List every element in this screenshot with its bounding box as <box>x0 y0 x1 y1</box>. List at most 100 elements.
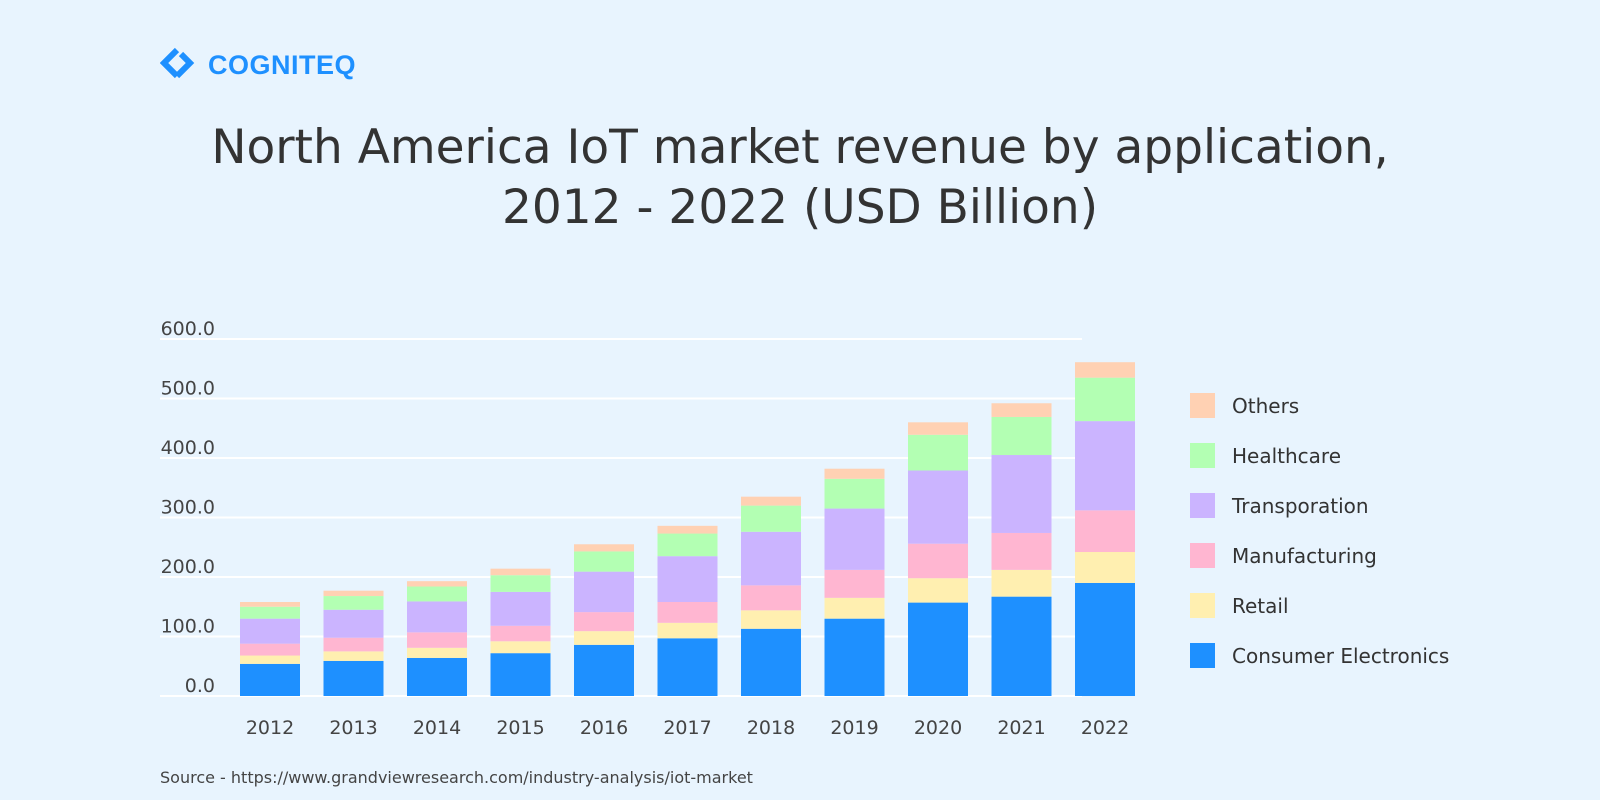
bar-segment <box>824 508 885 570</box>
legend-label: Consumer Electronics <box>1232 644 1449 668</box>
bar-segment <box>407 632 467 648</box>
x-tick-label: 2017 <box>663 717 711 739</box>
bar-segment <box>240 606 300 619</box>
bar-segment <box>240 643 300 656</box>
bar-stack-2013 <box>323 590 384 696</box>
bar-segment <box>741 610 801 629</box>
bar-segment <box>908 578 968 603</box>
legend-swatch <box>1190 493 1215 518</box>
bar-segment <box>1075 377 1135 422</box>
bar-segment <box>407 647 467 658</box>
bar-segment <box>407 657 467 696</box>
bar-segment <box>240 601 300 607</box>
bar-stack-2022 <box>1075 362 1135 696</box>
legend-label: Manufacturing <box>1232 544 1377 568</box>
bar-stacks <box>240 362 1135 696</box>
bar-segment <box>908 434 968 471</box>
bar-segment <box>240 655 300 664</box>
bar-segment <box>323 590 384 597</box>
bar-segment <box>323 596 384 610</box>
legend: Others Healthcare Transporation Manufacturi… <box>1190 393 1449 668</box>
legend-item: Manufacturing <box>1190 543 1377 568</box>
x-tick-label: 2013 <box>329 717 377 739</box>
bar-stack-2017 <box>657 525 718 696</box>
bar-segment <box>741 505 801 532</box>
bar-stack-2015 <box>490 568 551 696</box>
x-tick-label: 2020 <box>914 717 962 739</box>
bar-segment <box>991 569 1052 597</box>
brand-logo: COGNITEQ <box>160 46 356 84</box>
x-tick-label: 2016 <box>580 717 628 739</box>
bar-segment <box>824 597 885 619</box>
bar-segment <box>908 543 968 579</box>
bar-segment <box>574 571 634 613</box>
bar-segment <box>657 525 718 534</box>
bar-segment <box>407 581 467 587</box>
bar-segment <box>574 631 634 645</box>
bar-segment <box>407 601 467 633</box>
legend-swatch <box>1190 593 1215 618</box>
chart-title-line-1: North America IoT market revenue by appl… <box>211 120 1389 175</box>
bar-segment <box>824 468 885 479</box>
bar-segment <box>1075 362 1135 378</box>
bar-segment <box>574 612 634 632</box>
bar-segment <box>908 602 968 696</box>
x-tick-label: 2014 <box>413 717 461 739</box>
legend-swatch <box>1190 393 1215 418</box>
bar-segment <box>991 416 1052 456</box>
bar-segment <box>991 455 1052 533</box>
y-tick-label: 0.0 <box>185 675 215 697</box>
bar-segment <box>741 531 801 586</box>
legend-label: Retail <box>1232 594 1289 618</box>
x-axis: 2012 2013 2014 2015 2016 2017 2018 2019 2020 2021… <box>246 717 1129 739</box>
bar-segment <box>574 644 634 696</box>
y-tick-label: 500.0 <box>161 378 215 400</box>
x-tick-label: 2018 <box>747 717 795 739</box>
legend-item: Healthcare <box>1190 443 1341 468</box>
bar-stack-2021 <box>991 403 1052 696</box>
bar-segment <box>1075 510 1135 553</box>
brand-name: COGNITEQ <box>208 49 357 80</box>
y-tick-label: 400.0 <box>161 437 215 459</box>
bar-segment <box>490 625 551 642</box>
bar-segment <box>490 641 551 654</box>
bar-segment <box>323 637 384 652</box>
y-tick-label: 600.0 <box>161 318 215 340</box>
bar-segment <box>908 422 968 435</box>
bar-segment <box>657 556 718 602</box>
chart-title: North America IoT market revenue by appl… <box>0 118 1600 238</box>
bar-segment <box>824 618 885 696</box>
source-note: Source - https://www.grandviewresearch.c… <box>160 768 753 787</box>
bar-segment <box>490 653 551 696</box>
bar-segment <box>407 586 467 602</box>
bar-segment <box>240 663 300 696</box>
bar-segment <box>323 660 384 696</box>
bar-segment <box>824 478 885 509</box>
bar-stack-2020 <box>908 422 968 696</box>
bar-stack-2019 <box>824 468 885 696</box>
x-tick-label: 2015 <box>496 717 544 739</box>
bar-segment <box>991 596 1052 696</box>
bar-segment <box>490 575 551 592</box>
bar-stack-2018 <box>741 496 801 696</box>
legend-item: Transporation <box>1190 493 1369 518</box>
y-axis: 0.0 100.0 200.0 300.0 400.0 500.0 600.0 <box>161 318 215 697</box>
bar-segment <box>741 585 801 611</box>
legend-swatch <box>1190 443 1215 468</box>
legend-item: Others <box>1190 393 1299 418</box>
bar-segment <box>323 651 384 661</box>
bar-segment <box>1075 552 1135 583</box>
bar-segment <box>657 622 718 639</box>
y-tick-label: 300.0 <box>161 497 215 519</box>
bar-segment <box>991 403 1052 417</box>
bar-segment <box>490 568 551 576</box>
legend-label: Others <box>1232 394 1299 418</box>
bar-segment <box>574 551 634 572</box>
legend-label: Transporation <box>1231 494 1369 518</box>
chart-title-line-2: 2012 - 2022 (USD Billion) <box>501 180 1099 235</box>
bar-segment <box>490 591 551 626</box>
legend-item: Consumer Electronics <box>1190 643 1449 668</box>
x-tick-label: 2019 <box>830 717 878 739</box>
bar-segment <box>741 628 801 696</box>
